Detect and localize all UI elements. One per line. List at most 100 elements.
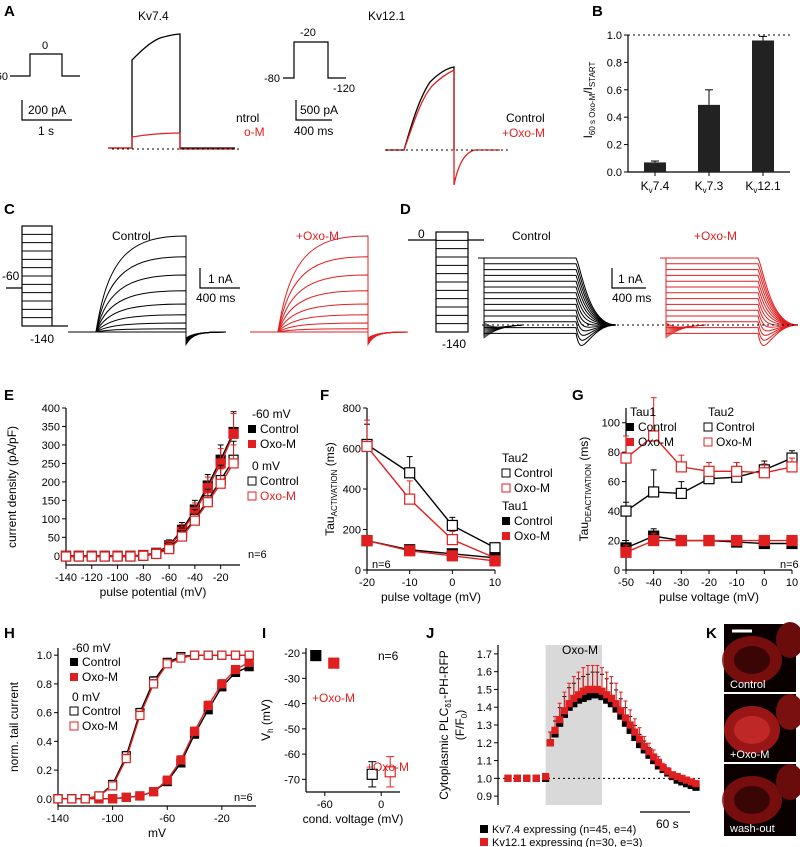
- data-point: [523, 774, 531, 782]
- data-point: [489, 542, 501, 554]
- data-point: [86, 551, 97, 562]
- data-point: [230, 664, 241, 675]
- panel-J-legend-marker: [480, 825, 488, 833]
- x-tick-label: -50: [618, 577, 634, 589]
- y-tick-label: 350: [42, 421, 60, 433]
- y-tick-label: 1.7: [477, 649, 492, 661]
- data-point: [328, 657, 340, 669]
- panel-K-label-oxo: +Oxo-M: [730, 749, 769, 761]
- current-trace: [478, 257, 617, 326]
- chart-J: 0.9 1.0 1.1 1.2 1.3 1.4 1.5 1.6 1.7 Cytoplasmic P…: [437, 645, 700, 805]
- y-tick-label: 1.3: [477, 720, 492, 732]
- chart-F: 0 200 400 600 800 -20 -10 0 10 pulse voltage (mV)…: [323, 403, 501, 604]
- panel-C-protocol: [6, 225, 68, 327]
- data-point: [94, 791, 104, 801]
- data-point: [612, 700, 620, 708]
- x-tick-label: -100: [107, 572, 129, 584]
- chart-G: 0 20 40 60 80 100 -50 -40 -30 -20 -10 0 10 pulse volt…: [577, 397, 798, 604]
- panel-F-legend-control2: Control: [514, 466, 553, 480]
- data-point: [640, 742, 648, 750]
- panel-A-title-kv121: Kv12.1: [368, 9, 406, 23]
- panel-I-label: I: [262, 625, 266, 642]
- y-tick-label: 0.2: [37, 765, 52, 777]
- y-tick-label: 100: [602, 418, 620, 430]
- data-point: [176, 531, 188, 542]
- y-tick-label: 1.4: [477, 702, 492, 714]
- panel-G-legend-control2: Control: [716, 420, 755, 434]
- data-point: [108, 781, 118, 791]
- panel-A-kv121-control-trace: [385, 66, 455, 151]
- current-trace: [660, 257, 799, 346]
- y-tick-label: 20: [608, 536, 620, 548]
- y-tick-label: 1.5: [477, 684, 492, 696]
- panel-A-kv74-oxo-trace: [108, 132, 235, 150]
- data-point: [631, 728, 639, 736]
- y-tick-label: 80: [608, 447, 620, 459]
- y-tick-label: 1.0: [607, 30, 622, 42]
- data-point: [244, 650, 254, 660]
- y-tick-label: 0.0: [37, 794, 52, 806]
- x-tick-label: 10: [489, 577, 501, 589]
- data-point: [108, 794, 118, 804]
- x-axis-label: pulse potential (mV): [100, 585, 207, 599]
- panel-G-n: n=6: [780, 559, 799, 571]
- data-point: [112, 551, 123, 562]
- x-tick-label: -100: [102, 813, 124, 825]
- x-tick-label: -40: [187, 572, 203, 584]
- panel-G-legend: Tau1 Control Oxo-M Tau2 Control Oxo-M: [626, 405, 755, 449]
- data-point: [361, 535, 373, 547]
- y-axis-label: Cytoplasmic PLCδ1-PH-RFP: [437, 650, 453, 800]
- bar: [644, 162, 666, 172]
- panel-A-protocol1: [10, 53, 80, 77]
- panel-H-legend-marker: [69, 721, 79, 731]
- x-axis-label: cond. voltage (mV): [303, 812, 404, 826]
- data-point: [162, 775, 172, 785]
- current-trace: [660, 257, 799, 326]
- panel-F-label: F: [320, 387, 329, 404]
- data-point: [366, 768, 378, 780]
- x-tick-label: 0: [761, 577, 767, 589]
- panel-G-legend-tau1: Tau1: [630, 405, 656, 419]
- bar: [698, 104, 720, 172]
- data-point: [162, 659, 172, 669]
- y-tick-label: 40: [608, 506, 620, 518]
- panel-C-scale-x: 400 ms: [196, 291, 235, 305]
- panel-F-legend-oxo1: Oxo-M: [514, 529, 550, 543]
- data-point: [217, 650, 227, 660]
- panel-A-protocol1-hold: -60: [0, 71, 8, 83]
- data-point: [786, 461, 798, 473]
- panel-H-legend-group2: 0 mV: [72, 690, 100, 704]
- data-point: [551, 726, 559, 734]
- panel-D-v-label2: -140: [442, 337, 466, 351]
- data-point: [645, 748, 653, 756]
- y-tick-label: 400: [42, 403, 60, 415]
- panel-J-legend1: Kv7.4 expressing (n=45, e=4): [492, 824, 636, 836]
- data-point: [135, 791, 145, 801]
- y-tick-label: 0.4: [607, 112, 622, 124]
- panel-F-n: n=6: [372, 559, 391, 571]
- panel-G-legend-marker: [626, 423, 634, 431]
- stimulus-shading: [545, 645, 602, 805]
- y-tick-label: 60: [608, 477, 620, 489]
- panel-C-oxo-traces: [250, 235, 409, 347]
- panel-D-control-label: Control: [512, 229, 551, 243]
- series-line: [66, 431, 235, 557]
- data-point: [404, 467, 416, 479]
- data-point: [446, 519, 458, 532]
- x-tick-label: -140: [47, 813, 69, 825]
- panel-F-legend-marker: [502, 532, 510, 540]
- y-tick-label: 400: [343, 484, 361, 496]
- panel-H-legend-control1: Control: [82, 655, 121, 669]
- series-line: [66, 433, 235, 557]
- y-axis-label: TauACTIVATION (ms): [323, 442, 339, 536]
- panel-J-shade-label: Oxo-M: [562, 643, 598, 657]
- x-tick-label: -40: [646, 577, 662, 589]
- y-axis-label: TauDEACTIVATION (ms): [577, 437, 593, 542]
- panel-A-scale2-x: 400 ms: [294, 124, 333, 138]
- panel-B-label: B: [592, 3, 603, 20]
- data-point: [446, 550, 458, 562]
- panel-A-label: A: [4, 3, 15, 20]
- y-tick-label: 800: [343, 403, 361, 415]
- x-tick-label: Kv7.4: [641, 179, 670, 195]
